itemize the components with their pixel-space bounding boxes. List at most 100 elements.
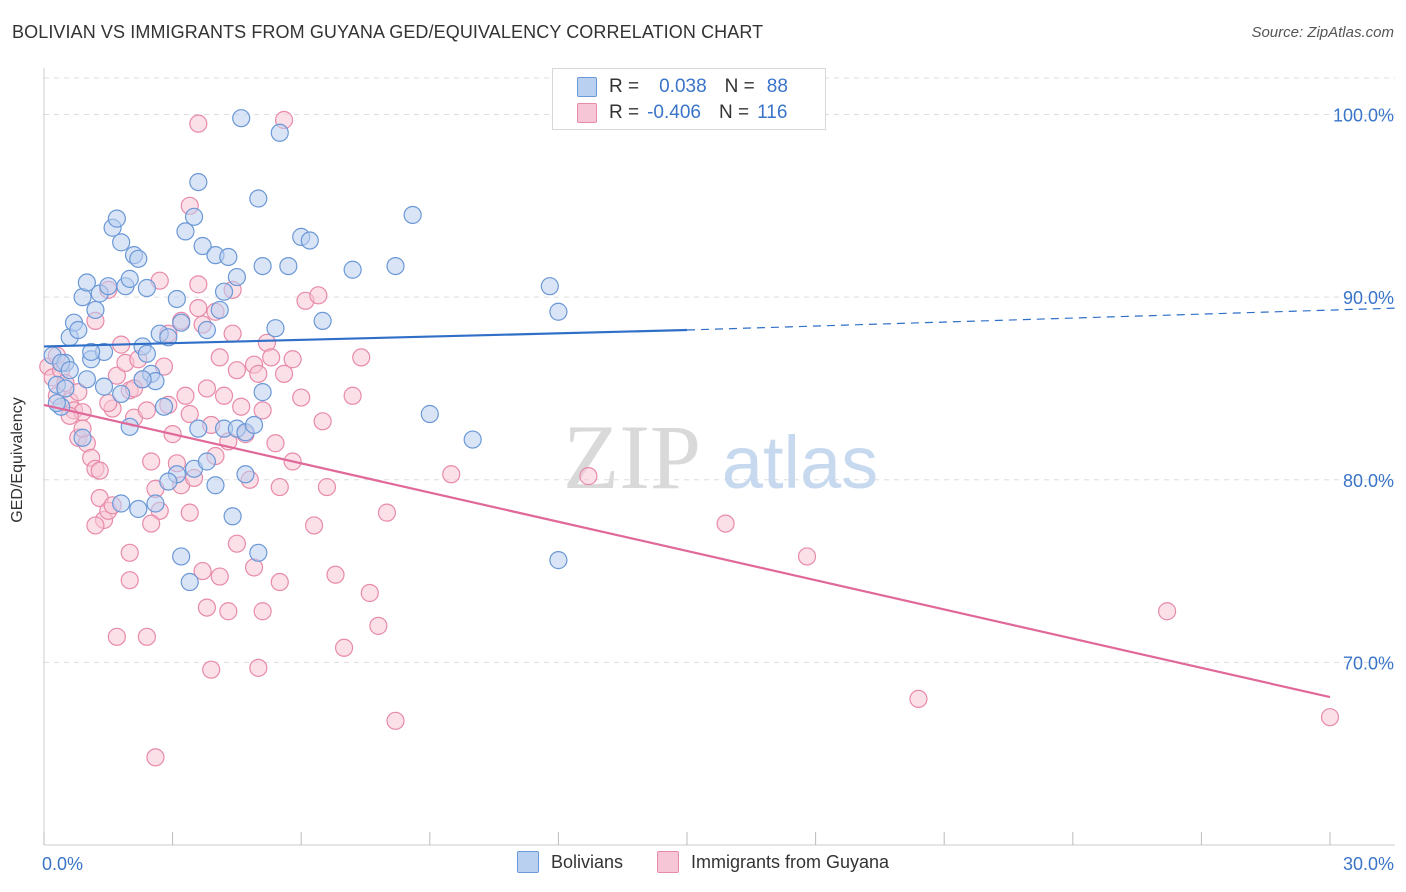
point-guyana	[253, 602, 272, 621]
point-guyana	[386, 711, 405, 730]
bolivians-swatch	[577, 77, 597, 97]
point-bolivians	[159, 328, 178, 347]
point-bolivians	[266, 319, 285, 338]
trend-line-guyana	[43, 403, 1331, 699]
point-bolivians	[300, 231, 319, 250]
point-guyana	[360, 583, 379, 603]
point-bolivians	[120, 269, 139, 288]
point-bolivians	[73, 428, 92, 447]
point-guyana	[227, 361, 246, 380]
point-bolivians	[403, 205, 422, 225]
point-guyana	[369, 616, 388, 635]
point-guyana	[137, 627, 156, 646]
point-bolivians	[189, 172, 208, 192]
point-guyana	[107, 366, 126, 385]
r-label: R =	[609, 76, 640, 97]
point-guyana	[180, 503, 199, 522]
point-bolivians	[420, 404, 439, 424]
point-guyana	[142, 514, 161, 533]
point-bolivians	[99, 277, 118, 296]
r-value: 0.038	[659, 76, 707, 97]
point-bolivians	[94, 377, 114, 396]
point-guyana	[180, 404, 199, 424]
trend-line-bolivians-extension	[686, 307, 1396, 331]
point-bolivians	[167, 289, 186, 309]
point-guyana	[223, 324, 242, 343]
point-guyana	[292, 388, 311, 407]
point-bolivians	[236, 465, 255, 484]
point-guyana	[176, 386, 195, 405]
point-bolivians	[279, 256, 298, 276]
point-guyana	[189, 114, 208, 133]
point-guyana	[262, 348, 281, 367]
y-tick-label: 70.0%	[1343, 653, 1394, 673]
point-guyana	[90, 461, 109, 480]
legend-label-bolivians: Bolivians	[550, 851, 623, 872]
point-bolivians	[206, 476, 225, 495]
point-guyana	[1158, 602, 1177, 621]
point-bolivians	[82, 342, 101, 362]
axes	[43, 68, 1395, 846]
point-bolivians	[107, 209, 126, 228]
series-legend: Bolivians Immigrants from Guyana	[0, 851, 1406, 873]
trend-lines	[43, 307, 1396, 699]
point-bolivians	[77, 370, 96, 389]
point-guyana	[1320, 708, 1340, 727]
point-guyana	[107, 627, 126, 646]
point-bolivians	[197, 452, 216, 471]
n-label: N =	[718, 102, 750, 123]
chart-title: BOLIVIAN VS IMMIGRANTS FROM GUYANA GED/E…	[12, 22, 764, 42]
point-guyana	[219, 602, 238, 621]
point-guyana	[189, 275, 208, 294]
series-bolivians-points	[43, 109, 568, 592]
point-guyana	[197, 598, 216, 617]
point-bolivians	[60, 361, 79, 380]
point-guyana	[304, 516, 324, 535]
point-guyana	[214, 386, 234, 405]
point-guyana	[326, 565, 345, 584]
legend-label-guyana: Immigrants from Guyana	[690, 851, 890, 872]
point-guyana	[266, 434, 285, 453]
legend-item-guyana[interactable]: Immigrants from Guyana	[656, 851, 890, 873]
point-guyana	[146, 748, 165, 767]
point-bolivians	[223, 507, 242, 526]
point-guyana	[309, 286, 328, 305]
point-guyana	[120, 571, 139, 590]
point-guyana	[377, 503, 397, 522]
y-tick-label: 80.0%	[1343, 471, 1394, 491]
point-guyana	[334, 638, 354, 657]
grid-lines	[44, 77, 1395, 663]
point-bolivians	[172, 313, 191, 332]
point-guyana	[253, 401, 272, 420]
n-label: N =	[724, 76, 755, 97]
watermark-atlas: atlas	[722, 421, 878, 504]
point-guyana	[909, 689, 928, 709]
point-bolivians	[77, 273, 96, 292]
point-guyana	[120, 543, 139, 562]
point-bolivians	[386, 256, 405, 276]
point-bolivians	[112, 494, 131, 513]
stats-legend: R = 0.038 N = 88 R = -0.406 N = 116	[552, 68, 826, 130]
point-guyana	[227, 534, 246, 553]
point-bolivians	[193, 236, 212, 256]
point-bolivians	[343, 260, 362, 279]
legend-item-bolivians[interactable]: Bolivians	[516, 851, 623, 873]
point-guyana	[210, 567, 229, 586]
stats-legend-row-bolivians: R = 0.038 N = 88	[577, 75, 806, 99]
x-tick-label-max: 30.0%	[1343, 854, 1394, 874]
x-tick-label-min: 0.0%	[42, 854, 83, 874]
n-value: 88	[766, 76, 788, 97]
watermark-zip: ZIP	[563, 406, 701, 508]
point-bolivians	[172, 547, 191, 566]
point-bolivians	[56, 379, 75, 398]
point-bolivians	[270, 123, 289, 142]
point-bolivians	[159, 472, 178, 491]
point-bolivians	[154, 397, 174, 416]
bolivians-swatch	[516, 851, 539, 873]
point-bolivians	[313, 311, 332, 330]
point-bolivians	[112, 384, 131, 404]
point-guyana	[313, 412, 332, 431]
point-bolivians	[463, 430, 482, 449]
point-bolivians	[137, 278, 156, 298]
